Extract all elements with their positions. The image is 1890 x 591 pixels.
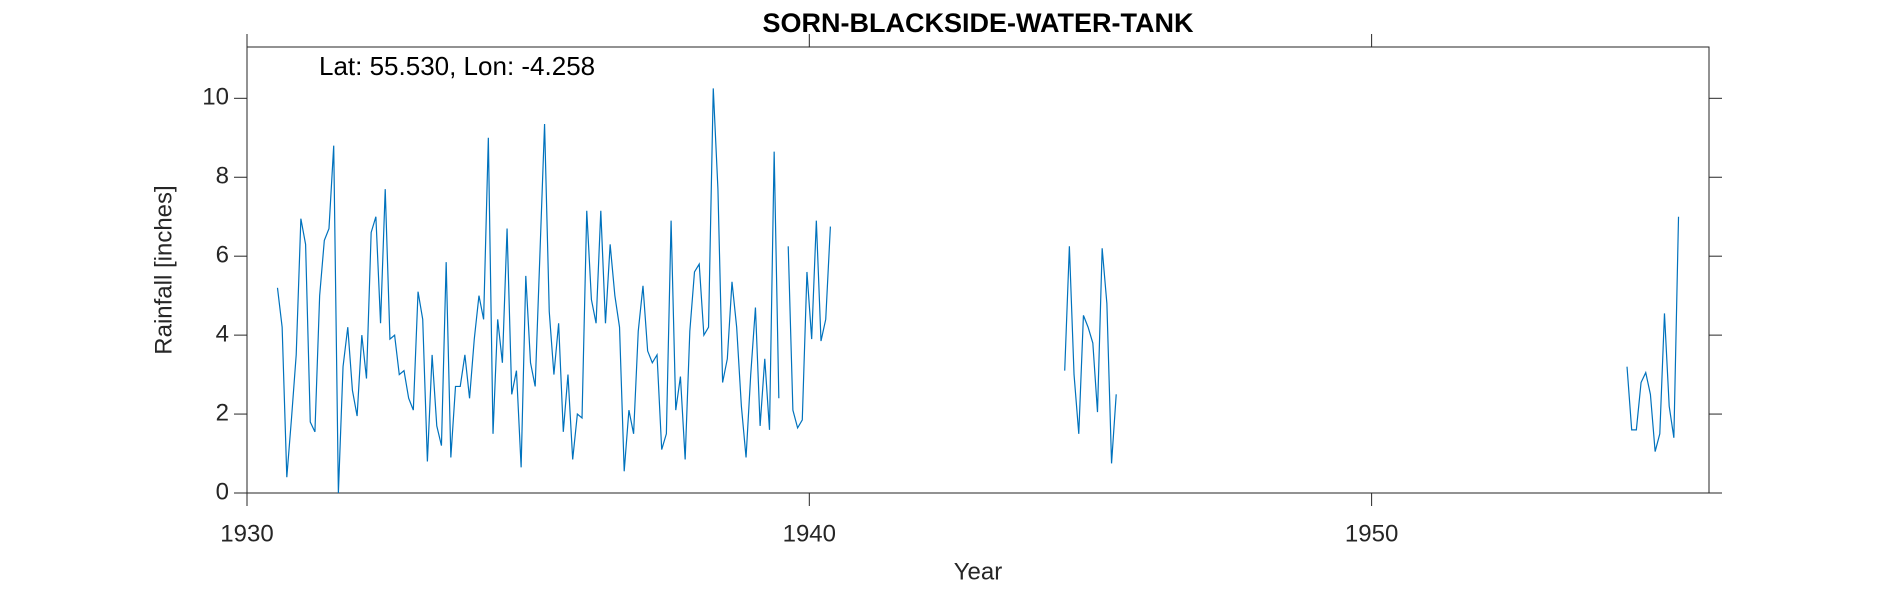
y-tick-label: 4 [216,320,229,347]
x-tick-label: 1930 [220,520,273,547]
x-tick-label: 1950 [1345,520,1398,547]
y-tick-label: 8 [216,163,229,190]
chart-title: SORN-BLACKSIDE-WATER-TANK [763,8,1194,38]
y-tick-label: 10 [202,84,229,111]
y-tick-label: 2 [216,399,229,426]
data-line [276,88,1680,494]
y-tick-label: 6 [216,242,229,269]
x-tick-label: 1940 [783,520,836,547]
plot-box [246,46,1710,494]
y-axis-label: Rainfall [inches] [150,185,177,354]
x-axis-label: Year [954,558,1003,585]
y-tick-label: 0 [216,478,229,505]
annotation: Lat: 55.530, Lon: -4.258 [319,51,595,81]
